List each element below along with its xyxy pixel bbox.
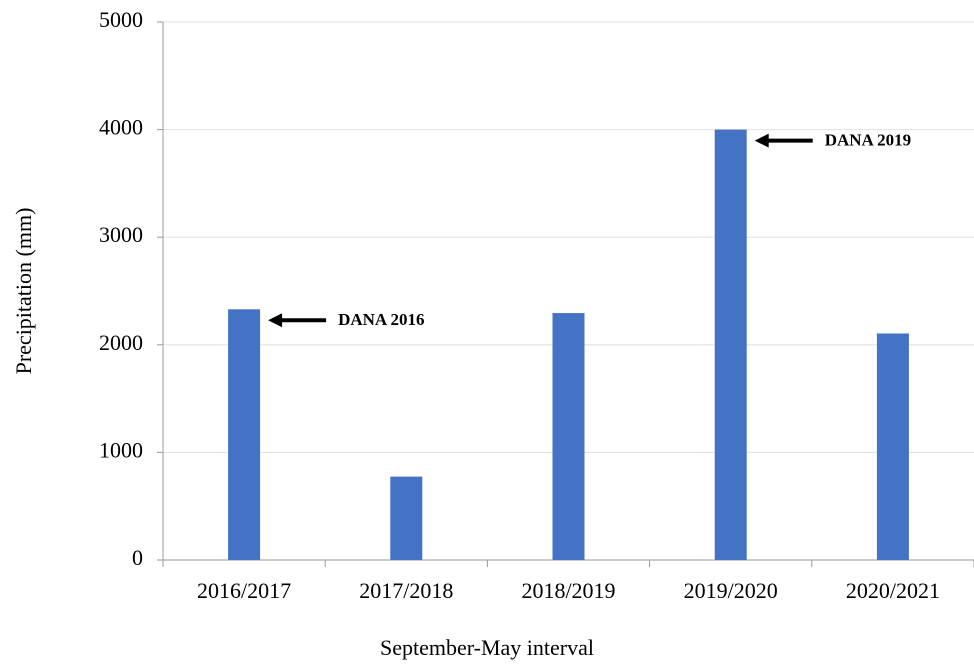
x-tick-label: 2020/2021 <box>846 578 940 603</box>
bar <box>228 309 261 560</box>
x-tick-label: 2017/2018 <box>359 578 453 603</box>
x-axis-title: September-May interval <box>380 635 594 660</box>
y-tick-label: 1000 <box>99 437 143 462</box>
bar <box>714 129 747 560</box>
y-tick-label: 5000 <box>99 7 143 32</box>
annotation-arrowhead <box>268 313 283 328</box>
y-tick-label: 4000 <box>99 115 143 140</box>
annotation: DANA 2016 <box>338 310 424 329</box>
x-tick-label: 2019/2020 <box>684 578 778 603</box>
y-tick-label: 2000 <box>99 330 143 355</box>
bar <box>390 476 423 560</box>
y-tick-label: 0 <box>132 545 143 570</box>
x-tick-label: 2016/2017 <box>197 578 291 603</box>
annotation-arrowhead <box>754 133 769 148</box>
y-tick-label: 3000 <box>99 222 143 247</box>
bar <box>876 333 909 560</box>
x-tick-label: 2018/2019 <box>521 578 615 603</box>
y-axis-title: Precipitation (mm) <box>11 208 36 375</box>
annotation: DANA 2019 <box>825 131 911 150</box>
bar <box>552 313 585 560</box>
